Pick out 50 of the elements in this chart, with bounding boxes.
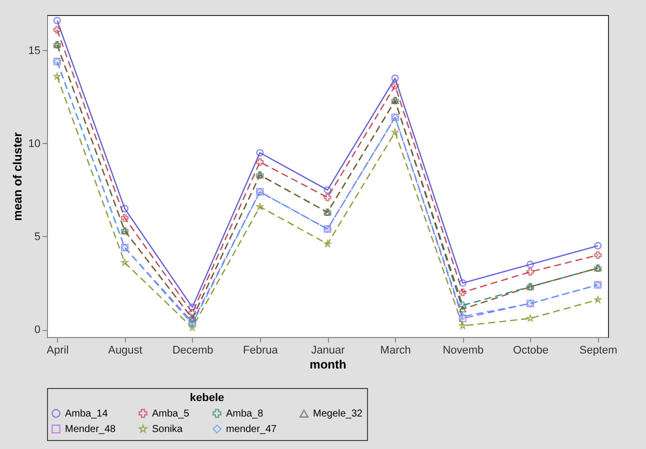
- point: [256, 158, 264, 166]
- point: [458, 288, 466, 296]
- point: [526, 314, 534, 322]
- point: [188, 309, 196, 317]
- point: [121, 258, 128, 266]
- point: [54, 72, 61, 80]
- point: [324, 186, 332, 194]
- point: [120, 204, 128, 212]
- y-tick-label: 5: [34, 230, 40, 243]
- point: [526, 268, 534, 276]
- point: [459, 322, 466, 329]
- point: [188, 303, 196, 311]
- x-tick-label: Septem: [579, 344, 618, 356]
- legend-title: kebele: [190, 392, 224, 404]
- point: [188, 324, 196, 331]
- point: [53, 26, 61, 34]
- point: [391, 82, 399, 90]
- x-tick-label: April: [46, 344, 69, 356]
- point: [526, 260, 534, 268]
- y-axis-title: mean of cluster: [10, 132, 24, 221]
- legend-label: Mender_48: [65, 424, 116, 435]
- point: [594, 251, 602, 259]
- legend-label: Amba_14: [65, 408, 108, 420]
- x-tick-label: Januar: [311, 344, 346, 356]
- point: [458, 302, 466, 310]
- x-tick-label: August: [108, 344, 142, 356]
- y-tick-label: 10: [28, 138, 40, 150]
- x-tick-label: March: [380, 344, 411, 356]
- point: [120, 214, 128, 222]
- legend-label: Amba_5: [152, 408, 190, 420]
- y-tick-label: 0: [34, 324, 40, 336]
- x-tick-label: Novemb: [442, 344, 484, 356]
- point: [256, 202, 264, 210]
- x-tick-label: Decemb: [172, 344, 214, 356]
- x-axis-title: month: [310, 358, 346, 372]
- point: [391, 74, 399, 82]
- legend-label: Amba_8: [226, 408, 264, 420]
- legend-label: mender_47: [226, 424, 278, 435]
- point: [594, 296, 602, 303]
- legend-label: Sonika: [152, 424, 184, 435]
- point: [458, 306, 466, 312]
- x-tick-label: Octobe: [513, 344, 549, 356]
- point: [324, 240, 332, 248]
- point: [324, 194, 332, 202]
- point: [391, 128, 399, 136]
- point: [458, 279, 466, 287]
- x-tick-label: Februa: [242, 344, 279, 356]
- point: [256, 148, 264, 156]
- y-tick-label: 15: [28, 44, 40, 57]
- legend-label: Megele_32: [313, 408, 363, 420]
